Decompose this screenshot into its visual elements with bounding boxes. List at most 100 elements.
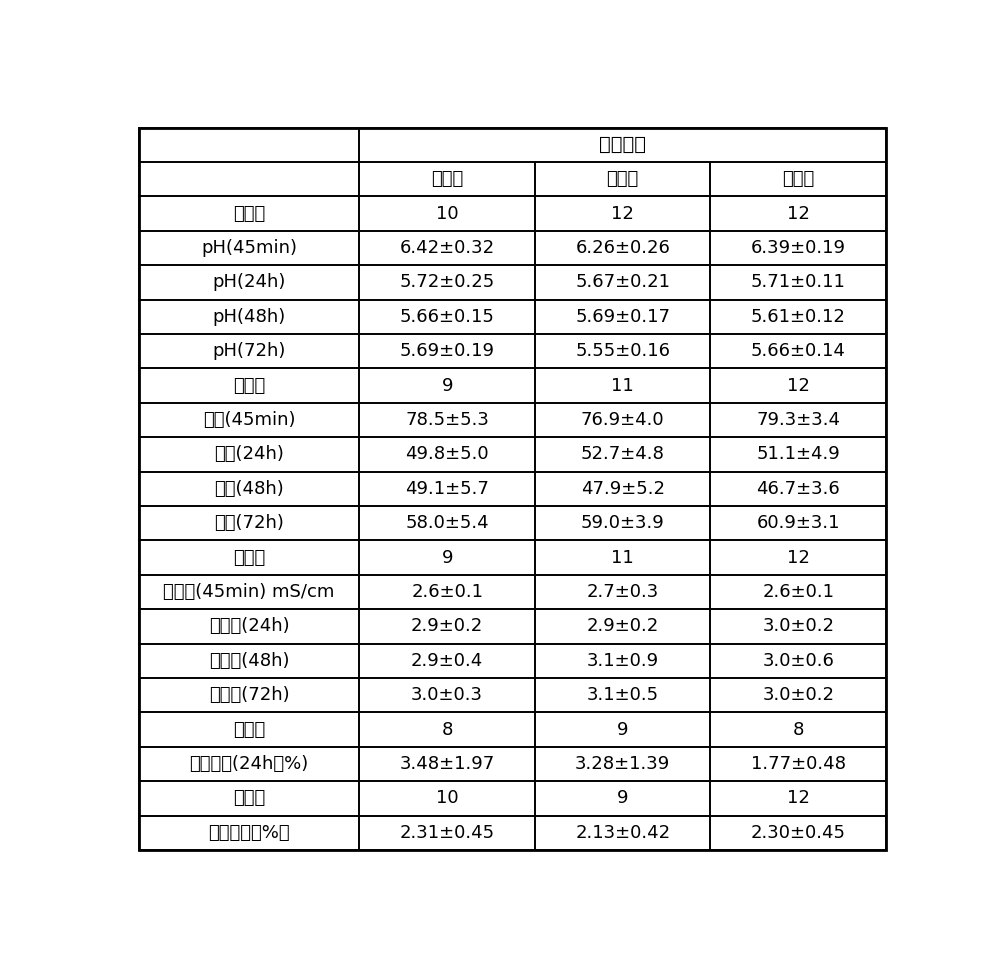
- Text: 5.66±0.14: 5.66±0.14: [751, 343, 846, 360]
- Text: 应激处理: 应激处理: [599, 135, 646, 154]
- Bar: [139, 334, 359, 369]
- Text: 导电率(45min) mS/cm: 导电率(45min) mS/cm: [163, 583, 335, 601]
- Bar: [359, 678, 535, 712]
- Bar: [139, 712, 359, 747]
- Bar: [710, 506, 886, 540]
- Bar: [535, 609, 710, 644]
- Text: pH(48h): pH(48h): [213, 308, 286, 326]
- Text: 肉色(24h): 肉色(24h): [214, 446, 284, 463]
- Bar: [710, 334, 886, 369]
- Bar: [535, 747, 710, 781]
- Bar: [359, 369, 535, 402]
- Text: 6.26±0.26: 6.26±0.26: [575, 239, 670, 257]
- Text: 5.67±0.21: 5.67±0.21: [575, 273, 670, 291]
- Bar: [359, 575, 535, 609]
- Bar: [710, 265, 886, 300]
- Text: 3.1±0.9: 3.1±0.9: [587, 651, 659, 670]
- Bar: [139, 781, 359, 815]
- Bar: [535, 540, 710, 575]
- Bar: [359, 402, 535, 437]
- Bar: [710, 231, 886, 265]
- Text: 9: 9: [617, 789, 628, 808]
- Text: 9: 9: [441, 548, 453, 566]
- Bar: [535, 437, 710, 472]
- Text: 2.13±0.42: 2.13±0.42: [575, 824, 670, 841]
- Bar: [139, 575, 359, 609]
- Text: 5.66±0.15: 5.66±0.15: [400, 308, 495, 326]
- Bar: [139, 162, 359, 197]
- Text: 5.61±0.12: 5.61±0.12: [751, 308, 846, 326]
- Text: pH(24h): pH(24h): [212, 273, 286, 291]
- Text: 76.9±4.0: 76.9±4.0: [581, 411, 665, 429]
- Bar: [139, 437, 359, 472]
- Text: 9: 9: [617, 721, 628, 738]
- Bar: [535, 678, 710, 712]
- Bar: [535, 472, 710, 506]
- Text: 8: 8: [793, 721, 804, 738]
- Bar: [535, 815, 710, 850]
- Text: 12: 12: [787, 376, 810, 395]
- Text: 样本数: 样本数: [233, 376, 265, 395]
- Text: 5.55±0.16: 5.55±0.16: [575, 343, 670, 360]
- Text: 肉色(45min): 肉色(45min): [203, 411, 295, 429]
- Text: 59.0±3.9: 59.0±3.9: [581, 514, 665, 533]
- Bar: [359, 197, 535, 231]
- Text: 样本数: 样本数: [233, 548, 265, 566]
- Bar: [359, 334, 535, 369]
- Bar: [710, 300, 886, 334]
- Text: 10: 10: [436, 205, 458, 223]
- Bar: [139, 402, 359, 437]
- Bar: [359, 231, 535, 265]
- Bar: [139, 265, 359, 300]
- Bar: [359, 644, 535, 678]
- Text: 对照组: 对照组: [782, 170, 814, 188]
- Bar: [359, 747, 535, 781]
- Bar: [535, 197, 710, 231]
- Text: 肉色(48h): 肉色(48h): [214, 480, 284, 498]
- Text: 2.9±0.2: 2.9±0.2: [587, 618, 659, 635]
- Text: 3.0±0.6: 3.0±0.6: [762, 651, 834, 670]
- Text: 样本数: 样本数: [233, 205, 265, 223]
- Text: 3.1±0.5: 3.1±0.5: [587, 686, 659, 704]
- Text: 导电率(24h): 导电率(24h): [209, 618, 289, 635]
- Text: 3.28±1.39: 3.28±1.39: [575, 755, 670, 773]
- Text: 52.7±4.8: 52.7±4.8: [581, 446, 665, 463]
- Text: 12: 12: [787, 205, 810, 223]
- Text: 10: 10: [436, 789, 458, 808]
- Bar: [535, 300, 710, 334]
- Text: 3.0±0.2: 3.0±0.2: [762, 686, 834, 704]
- Text: 1.77±0.48: 1.77±0.48: [751, 755, 846, 773]
- Bar: [139, 472, 359, 506]
- Bar: [359, 781, 535, 815]
- Bar: [535, 781, 710, 815]
- Bar: [359, 300, 535, 334]
- Bar: [710, 369, 886, 402]
- Text: 肉色(72h): 肉色(72h): [214, 514, 284, 533]
- Bar: [359, 712, 535, 747]
- Bar: [139, 127, 359, 162]
- Bar: [359, 815, 535, 850]
- Bar: [710, 781, 886, 815]
- Text: 样本数: 样本数: [233, 721, 265, 738]
- Bar: [710, 575, 886, 609]
- Bar: [139, 609, 359, 644]
- Text: 滴水损失(24h，%): 滴水损失(24h，%): [190, 755, 309, 773]
- Bar: [535, 369, 710, 402]
- Bar: [535, 231, 710, 265]
- Text: 5.72±0.25: 5.72±0.25: [400, 273, 495, 291]
- Bar: [139, 747, 359, 781]
- Text: 46.7±3.6: 46.7±3.6: [756, 480, 840, 498]
- Bar: [710, 712, 886, 747]
- Bar: [710, 609, 886, 644]
- Bar: [359, 506, 535, 540]
- Bar: [359, 265, 535, 300]
- Text: 51.1±4.9: 51.1±4.9: [756, 446, 840, 463]
- Bar: [710, 815, 886, 850]
- Bar: [535, 575, 710, 609]
- Text: 12: 12: [787, 548, 810, 566]
- Bar: [710, 540, 886, 575]
- Bar: [710, 678, 886, 712]
- Text: 5.69±0.19: 5.69±0.19: [400, 343, 495, 360]
- Text: 58.0±5.4: 58.0±5.4: [405, 514, 489, 533]
- Text: 79.3±3.4: 79.3±3.4: [756, 411, 840, 429]
